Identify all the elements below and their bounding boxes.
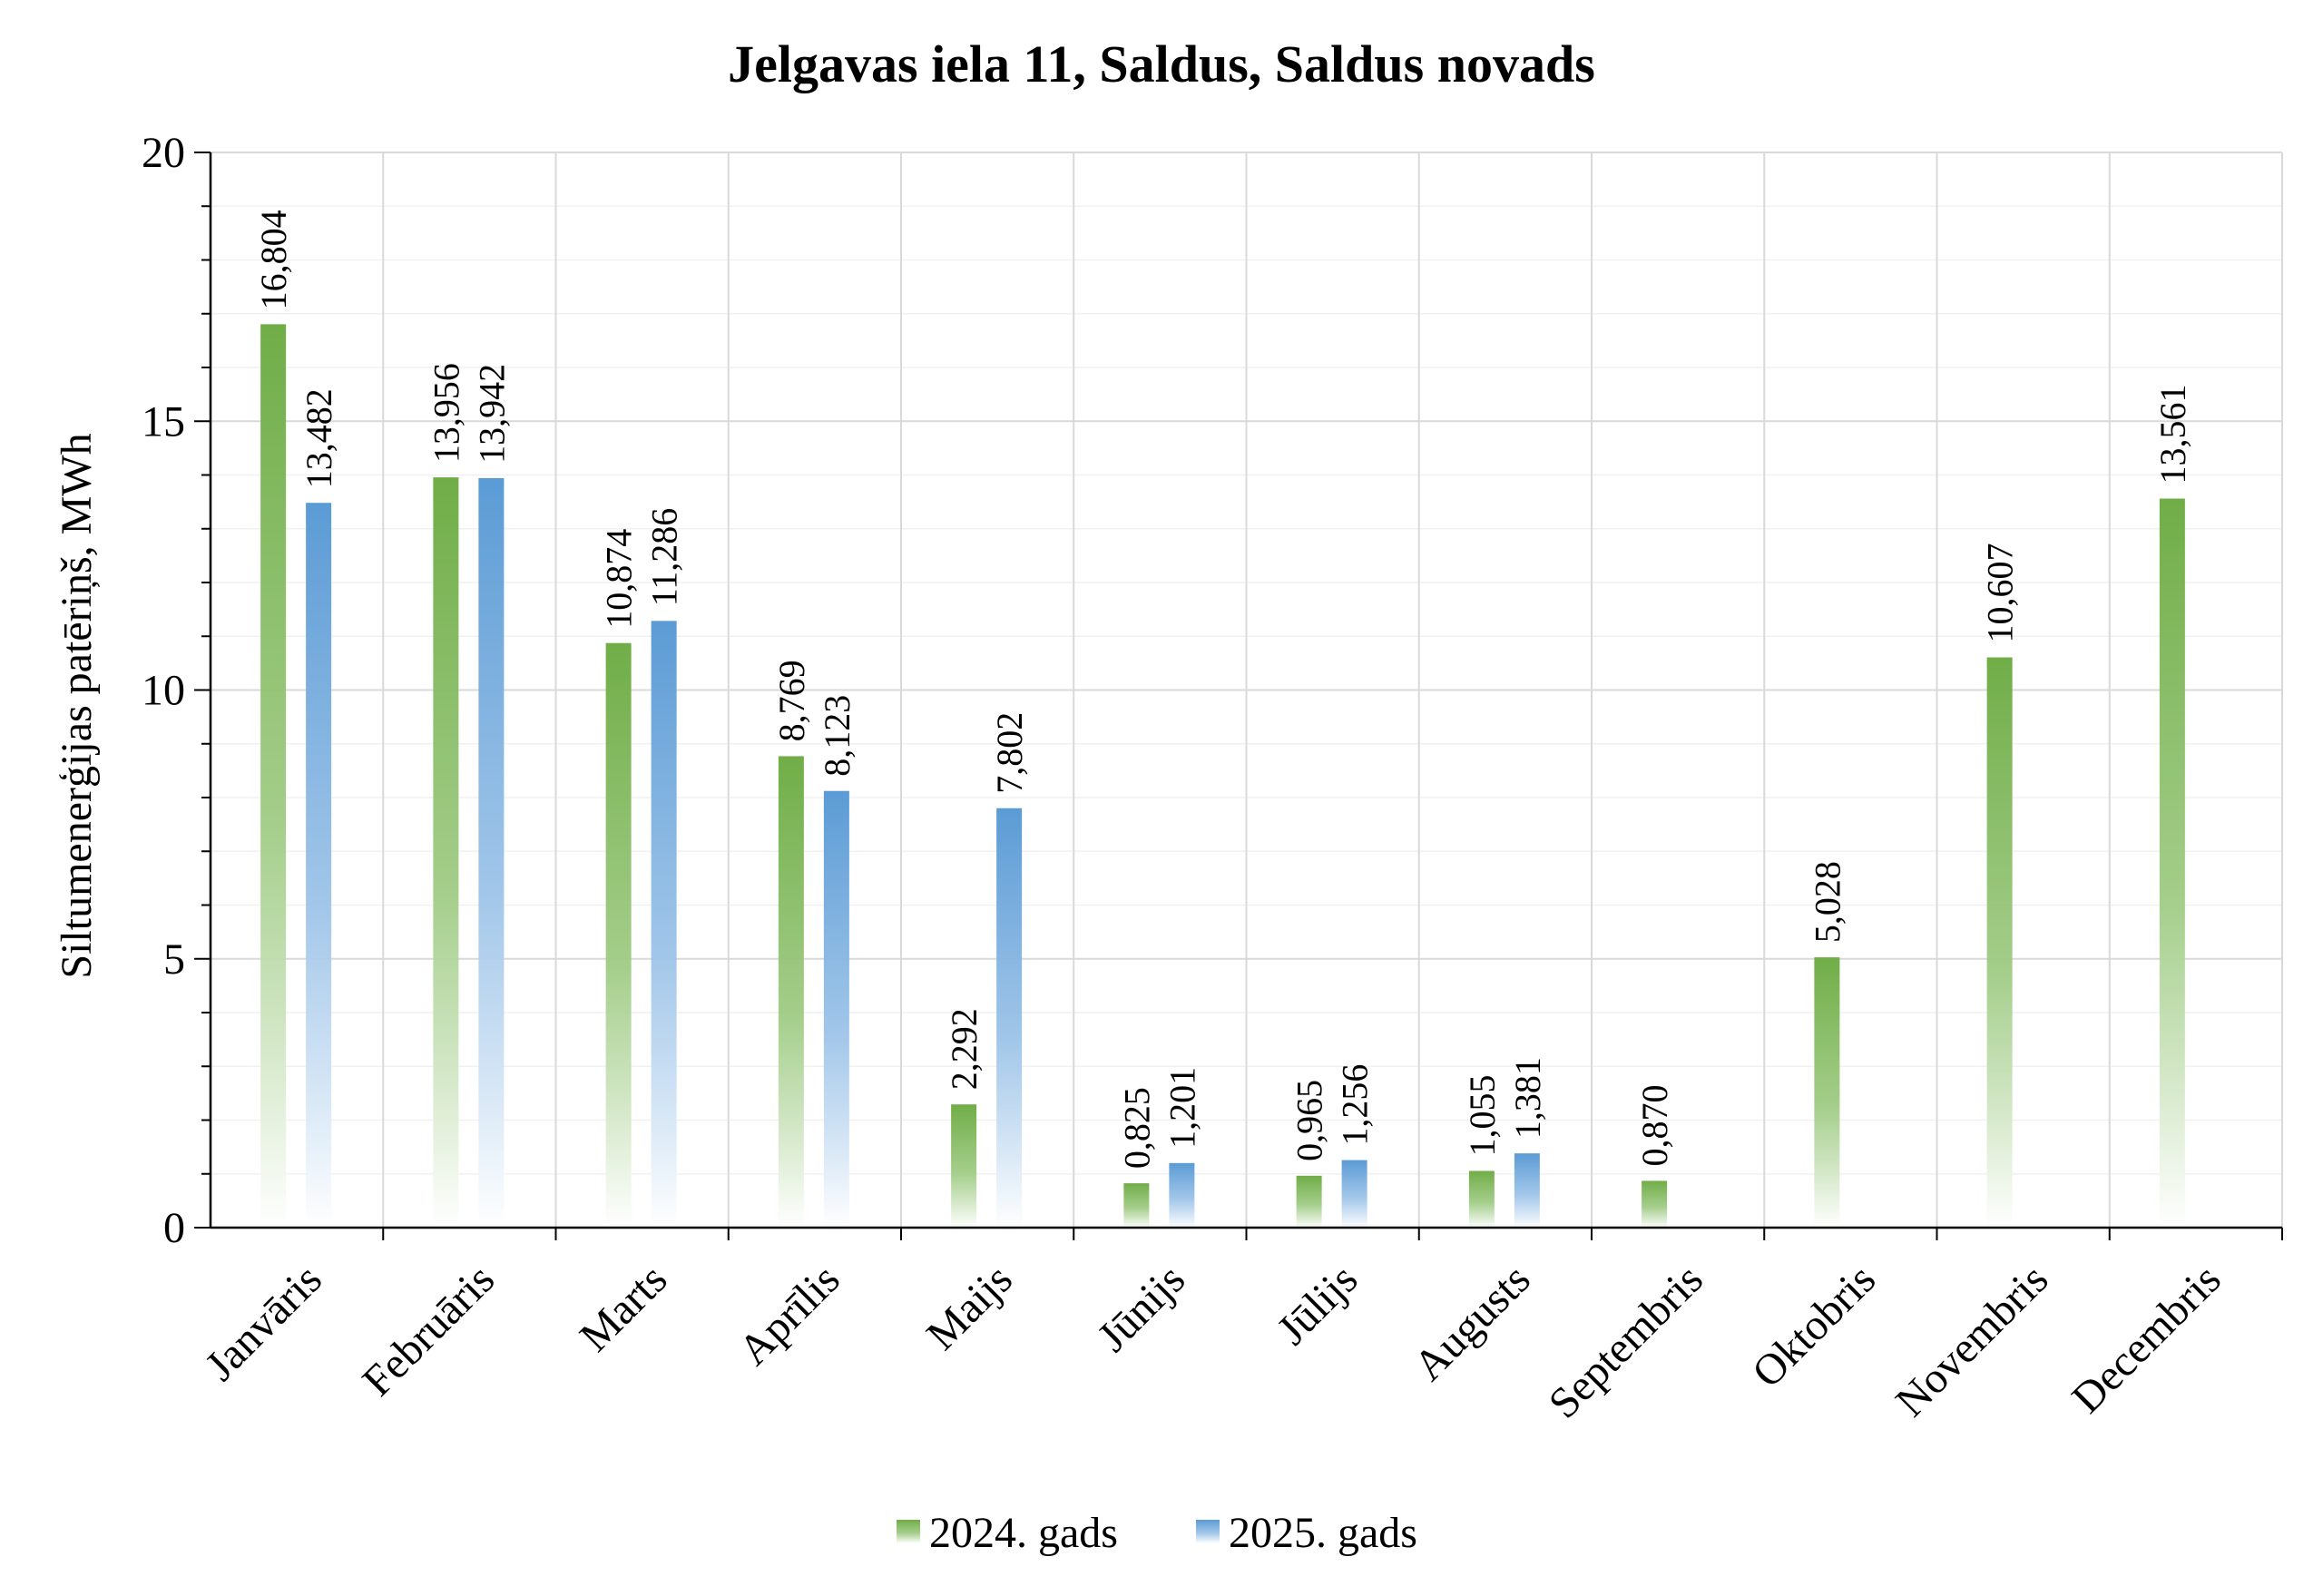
bar-2024 [1468,1170,1495,1228]
bar-2024 [2159,498,2185,1228]
bar-2024 [1642,1180,1668,1228]
bar-2025 [306,503,332,1228]
chart-title: Jelgavas iela 11, Saldus, Saldus novads [728,34,1595,93]
legend: 2024. gads 2025. gads [897,1509,1417,1557]
bar-2024 [1296,1175,1322,1228]
bar-2024 [260,324,287,1228]
legend-swatch-2024 [897,1520,920,1543]
data-label-2024: 2,292 [944,1008,985,1090]
bar-2024 [605,642,632,1228]
legend-label-2024: 2024. gads [929,1509,1118,1557]
y-tick-labels: 0 5 10 15 20 [142,129,185,1252]
bar-2024 [778,756,804,1228]
gridlines [211,152,2283,1228]
x-tick-label: Marts [571,1255,677,1361]
data-label-2025: 8,123 [817,695,858,777]
bar-2024 [1123,1183,1150,1228]
data-label-2025: 7,802 [989,712,1030,794]
x-tick-label: Jūnijs [1088,1255,1194,1361]
x-tick-labels: Janvāris Februāris Marts Aprīlis Maijs Jūnijs… [196,1255,2230,1427]
data-label-2024: 13,561 [2152,385,2193,485]
bar-2025 [1341,1160,1367,1228]
bar-2024 [1986,657,2013,1228]
x-tick-label: Augusts [1405,1255,1540,1390]
y-tick-label: 10 [142,667,185,715]
data-label-2025: 13,942 [471,364,512,464]
data-label-2024: 10,607 [1980,543,2021,643]
data-label-2024: 8,769 [771,660,812,741]
data-label-2024: 13,956 [426,363,466,463]
bar-2025 [651,621,677,1228]
legend-label-2025: 2025. gads [1229,1509,1417,1557]
x-tick-label: Oktobris [1743,1255,1885,1396]
bar-2024 [951,1104,977,1228]
data-label-2025: 1,201 [1162,1067,1202,1149]
bar-2024 [1814,957,1840,1228]
x-tick-label: Decembris [2063,1255,2230,1422]
y-tick-label: 5 [163,935,185,984]
data-label-2025: 1,381 [1507,1057,1548,1139]
x-tick-label: Maijs [917,1255,1022,1359]
x-tick-label: Novembris [1887,1255,2057,1425]
data-label-2025: 13,482 [299,388,339,488]
bar-2025 [823,790,849,1228]
data-label-2024: 0,870 [1634,1084,1675,1166]
data-label-2024: 0,825 [1116,1087,1157,1169]
data-label-2024: 1,055 [1462,1074,1503,1156]
y-tick-label: 20 [142,129,185,177]
y-tick-label: 0 [163,1204,185,1252]
bar-2025 [1169,1162,1195,1228]
x-tick-label: Janvāris [196,1255,331,1390]
bar-2025 [478,477,505,1228]
x-tick-label: Jūlijs [1268,1255,1367,1354]
x-tick-label: Aprīlis [730,1255,849,1375]
data-label-2025: 11,286 [644,508,685,607]
y-tick-label: 15 [142,397,185,446]
y-axis-title: Siltumenerģijas patēriņš, MWh [53,433,101,978]
data-label-2024: 0,965 [1289,1080,1330,1161]
legend-swatch-2025 [1196,1520,1220,1543]
bar-2025 [996,808,1023,1228]
data-label-2024: 16,804 [253,210,294,309]
x-tick-label: Februāris [353,1255,504,1405]
data-label-2024: 5,028 [1807,861,1848,943]
bars [260,324,2185,1228]
bar-2025 [1514,1153,1540,1228]
x-tick-label: Septembris [1540,1255,1712,1427]
axes [194,152,2283,1240]
data-label-2025: 1,256 [1335,1064,1376,1146]
data-label-2024: 10,874 [599,529,640,629]
bar-2024 [433,477,459,1228]
